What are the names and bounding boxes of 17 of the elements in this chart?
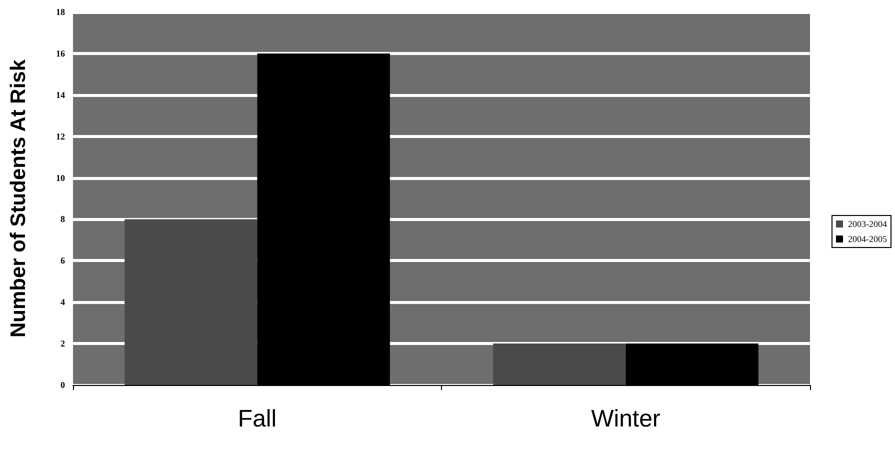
x-tick-label: Winter xyxy=(591,406,660,432)
y-tick-label: 6 xyxy=(60,256,66,266)
y-tick-label: 2 xyxy=(60,338,66,349)
bar xyxy=(493,344,626,385)
y-tick-label: 12 xyxy=(56,131,66,142)
y-tick-label: 14 xyxy=(56,90,66,100)
y-tick-label: 4 xyxy=(60,297,66,308)
bar xyxy=(124,219,258,385)
y-tick-label: 18 xyxy=(56,7,66,17)
y-axis-title: Number of Students At Risk xyxy=(7,59,30,338)
x-tick-label: Fall xyxy=(238,406,277,432)
y-tick-label: 16 xyxy=(56,48,66,58)
y-tick-label: 0 xyxy=(60,380,66,390)
legend-label: 2004-2005 xyxy=(848,234,888,244)
legend-label: 2003-2004 xyxy=(848,219,888,229)
y-tick-label: 8 xyxy=(60,214,66,224)
y-tick-label: 10 xyxy=(56,172,66,183)
